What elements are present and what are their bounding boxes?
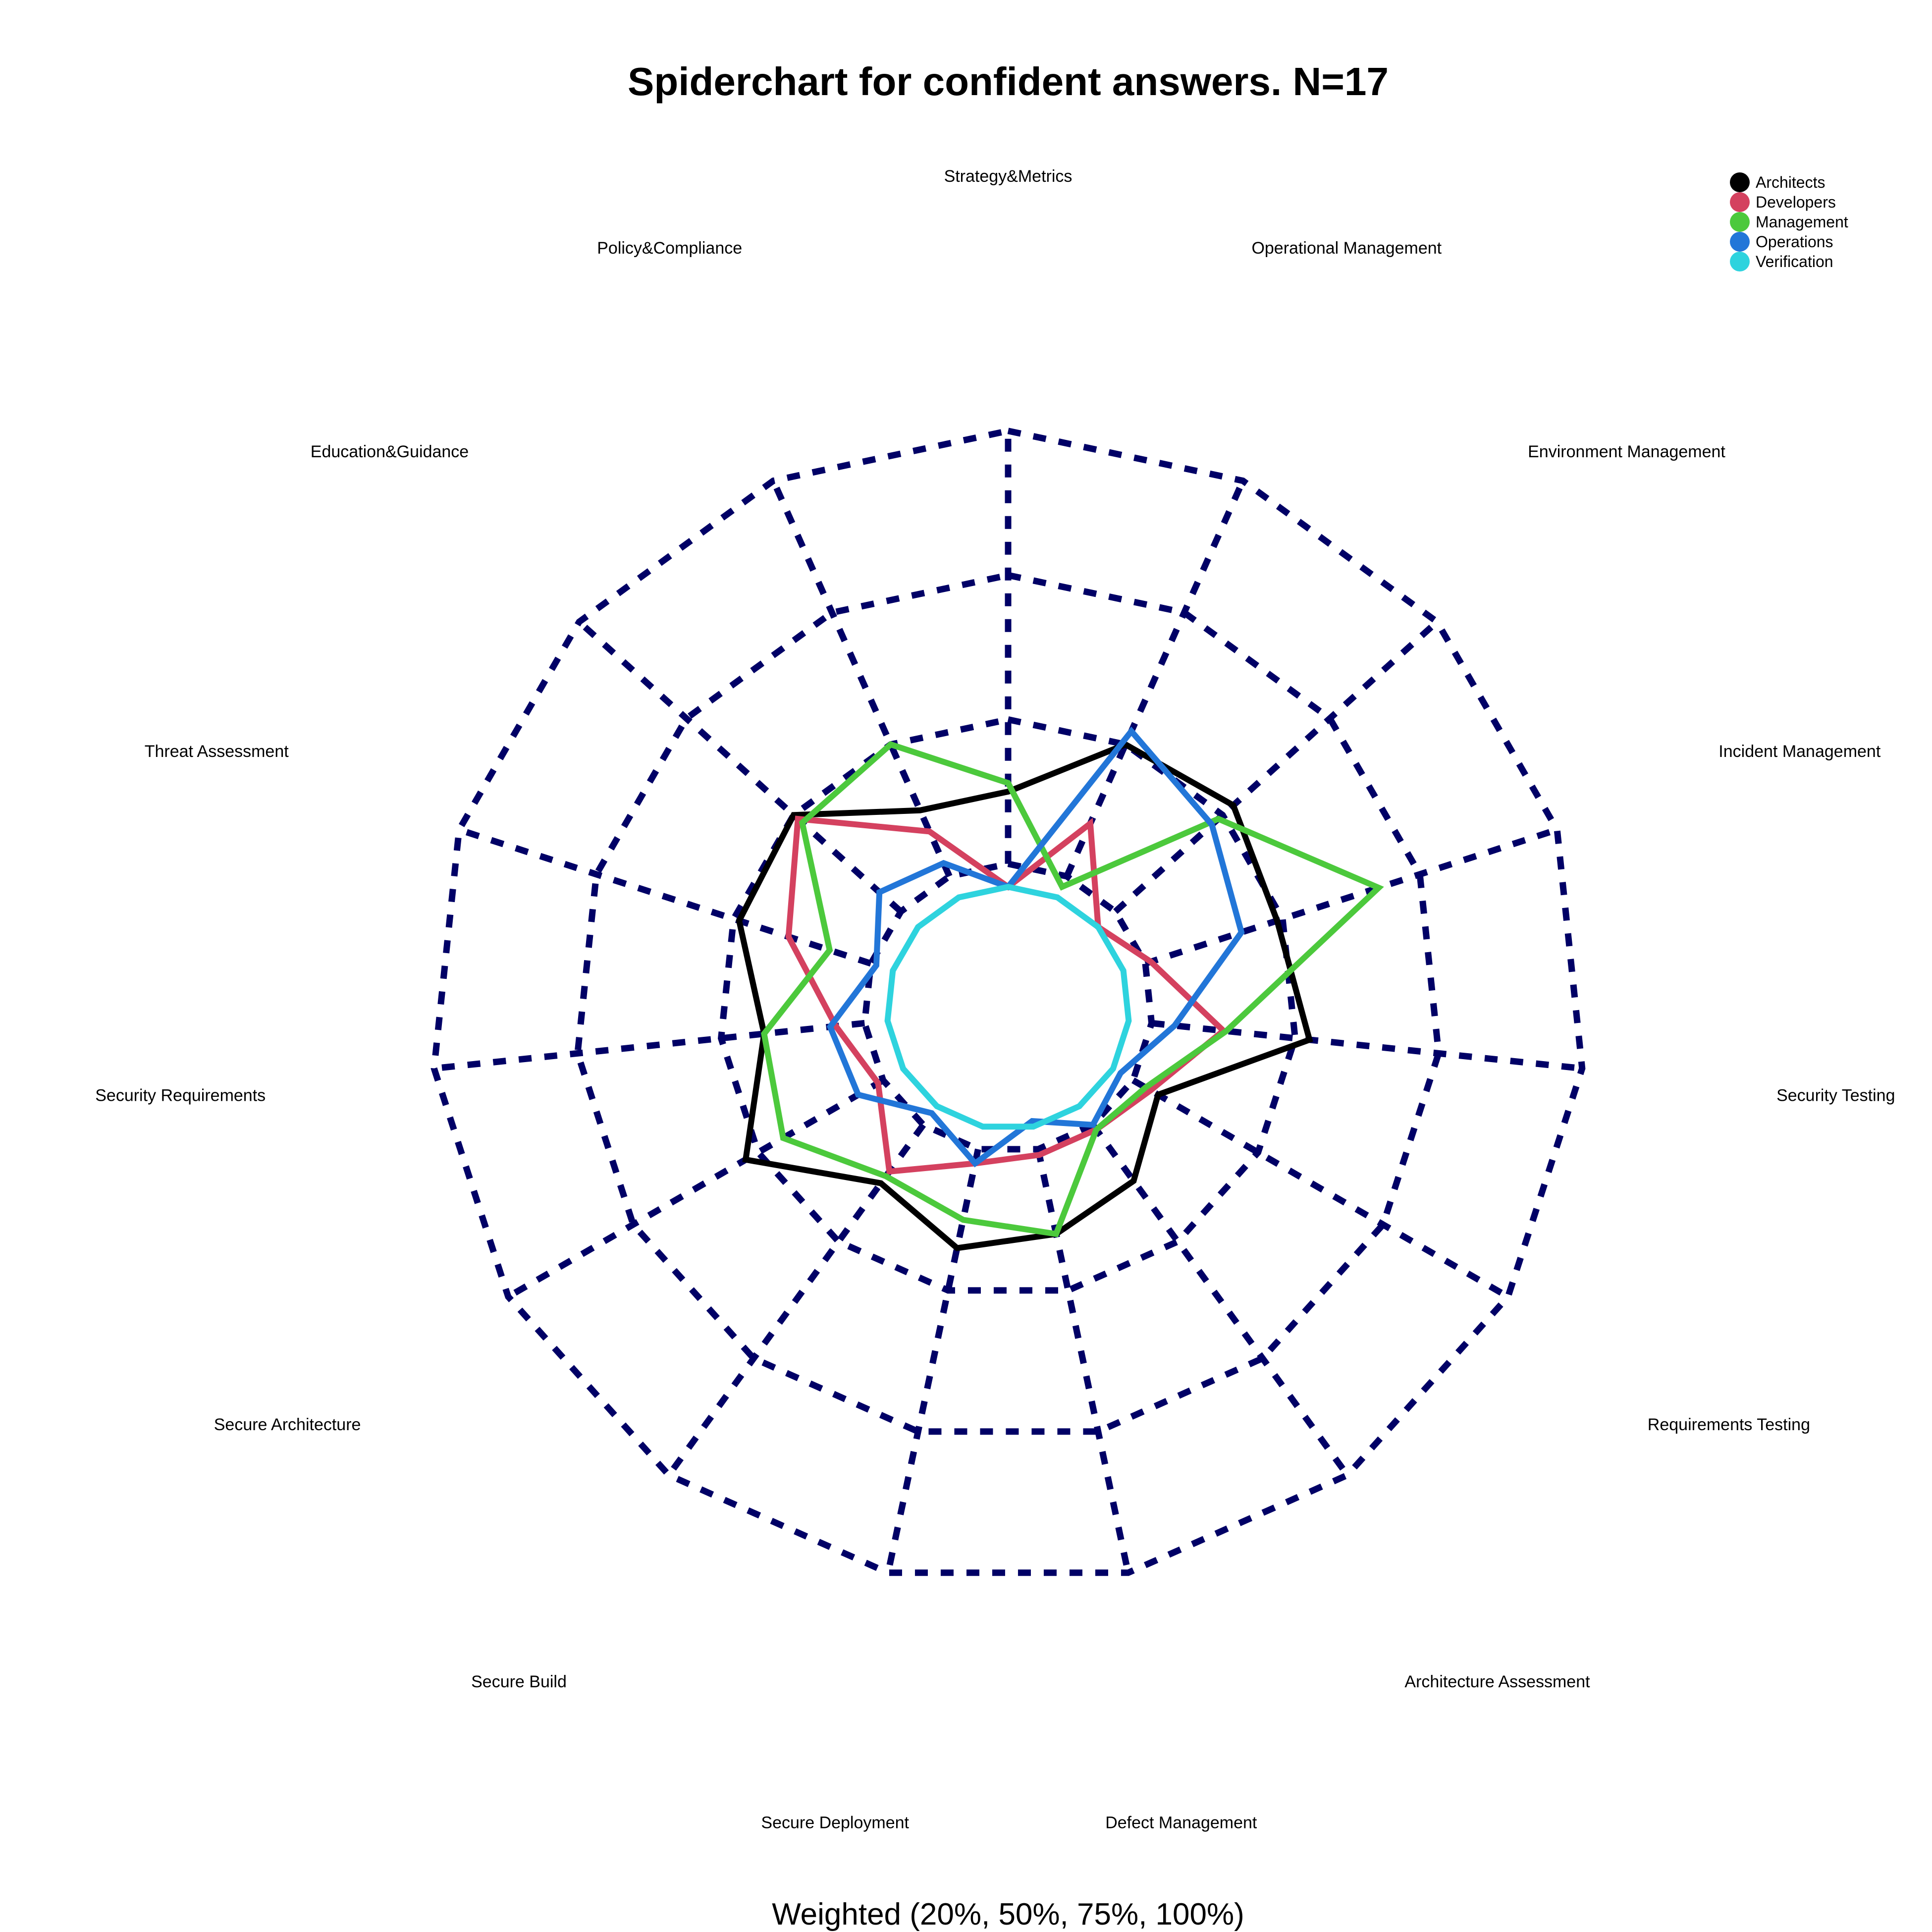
spoke-14 [577, 619, 903, 914]
legend-swatch-verification [1730, 252, 1750, 271]
spoke-11 [506, 1077, 885, 1300]
category-label: Security Requirements [95, 1086, 266, 1105]
category-label: Operational Management [1251, 239, 1442, 258]
legend-label-verification: Verification [1756, 253, 1833, 270]
spoke-4 [1144, 826, 1558, 967]
category-label: Secure Build [471, 1672, 567, 1691]
legend: Architects Developers Management Operations… [1730, 172, 1848, 271]
spoke-8 [1035, 1148, 1131, 1574]
spoke-layer [433, 430, 1583, 1574]
category-label: Requirements Testing [1648, 1415, 1810, 1434]
category-label: Architecture Assessment [1404, 1672, 1590, 1691]
category-label: Defect Management [1105, 1813, 1257, 1832]
spoke-5 [1151, 1020, 1583, 1072]
category-labels: Strategy&Metrics Operational Management En… [95, 167, 1895, 1832]
chart-caption: Weighted (20%, 50%, 75%, 100%) [772, 1897, 1244, 1932]
legend-label-management: Management [1756, 213, 1848, 231]
legend-label-operations: Operations [1756, 233, 1833, 251]
spoke-10 [666, 1123, 926, 1477]
spoke-7 [1090, 1123, 1350, 1477]
spoke-2 [1064, 479, 1246, 878]
category-label: Secure Architecture [214, 1415, 361, 1434]
legend-label-architects: Architects [1756, 173, 1825, 191]
category-label: Education&Guidance [311, 442, 469, 461]
legend-swatch-operations [1730, 232, 1750, 252]
grid-ring-1 [861, 860, 1155, 1153]
legend-label-developers: Developers [1756, 193, 1836, 211]
spoke-15 [770, 479, 953, 878]
spoke-6 [1131, 1077, 1510, 1300]
legend-swatch-developers [1730, 192, 1750, 212]
series-line-architects [736, 741, 1313, 1251]
category-label: Threat Assessment [145, 742, 289, 761]
legend-swatch-architects [1730, 172, 1750, 192]
series-line-operations [826, 726, 1245, 1168]
grid-ring-3 [574, 572, 1442, 1435]
spoke-3 [1113, 619, 1440, 914]
series-line-verification [884, 884, 1132, 1130]
category-label: Environment Management [1528, 442, 1725, 461]
series-layer [736, 726, 1384, 1251]
category-label: Security Testing [1776, 1086, 1895, 1105]
grid-ring-4 [430, 428, 1586, 1576]
category-label: Incident Management [1718, 742, 1881, 761]
series-line-developers [785, 815, 1228, 1175]
category-label: Strategy&Metrics [944, 167, 1073, 186]
series-line-management [761, 741, 1384, 1237]
spoke-12 [433, 1020, 865, 1072]
chart-title: Spiderchart for confident answers. N=17 [628, 59, 1389, 104]
spoke-13 [458, 826, 872, 967]
legend-swatch-management [1730, 212, 1750, 232]
spoke-9 [885, 1148, 981, 1574]
category-label: Secure Deployment [761, 1813, 909, 1832]
category-label: Policy&Compliance [597, 239, 742, 258]
